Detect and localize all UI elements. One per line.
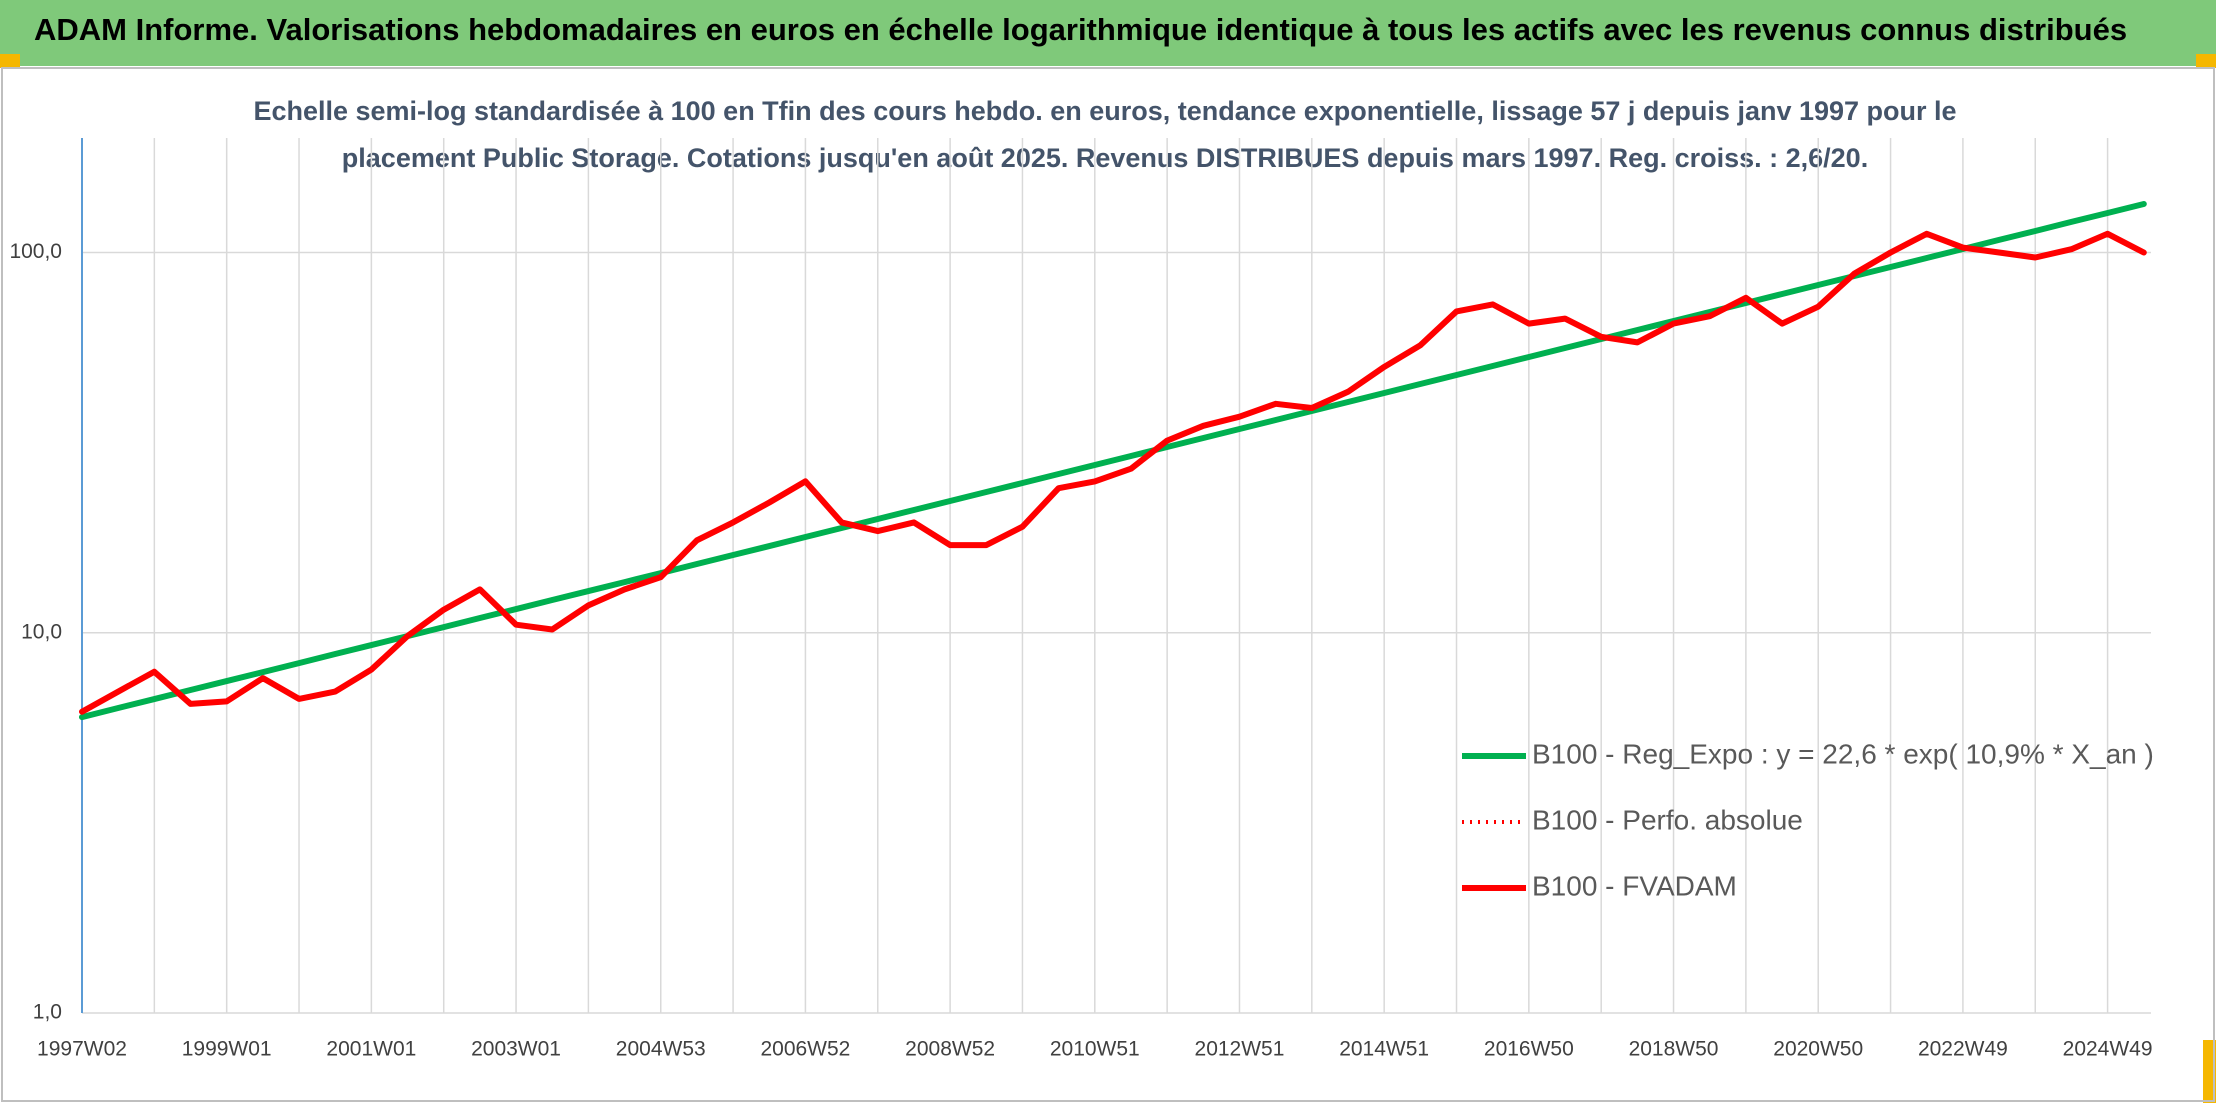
x-tick-label: 2001W01 (326, 1038, 416, 1061)
corner-mark (2203, 1040, 2216, 1103)
x-tick-label: 2020W50 (1773, 1038, 1863, 1061)
y-tick-label: 10,0 (21, 620, 62, 643)
x-tick-label: 2010W51 (1050, 1038, 1140, 1061)
legend-label: B100 - Perfo. absolue (1532, 804, 1803, 835)
chart-frame (1, 67, 2215, 1102)
x-tick-label: 2008W52 (905, 1038, 995, 1061)
corner-mark (0, 54, 20, 68)
corner-mark (2196, 54, 2216, 68)
y-tick-label: 100,0 (9, 240, 62, 263)
x-tick-label: 2004W53 (616, 1038, 706, 1061)
header-band (0, 0, 2216, 66)
chart-subtitle: placement Public Storage. Cotations jusq… (342, 143, 1868, 173)
series-line (79, 201, 2147, 721)
x-tick-label: 2022W49 (1918, 1038, 2008, 1061)
x-tick-label: 1997W02 (37, 1038, 127, 1061)
x-tick-label: 2012W51 (1195, 1038, 1285, 1061)
header-title: ADAM Informe. Valorisations hebdomadaire… (34, 12, 2127, 47)
x-tick-label: 1999W01 (182, 1038, 272, 1061)
x-tick-label: 2016W50 (1484, 1038, 1574, 1061)
x-tick-label: 2024W49 (2063, 1038, 2153, 1061)
series-line (79, 230, 2147, 715)
x-tick-label: 2014W51 (1339, 1038, 1429, 1061)
x-tick-label: 2006W52 (760, 1038, 850, 1061)
x-tick-label: 2018W50 (1629, 1038, 1719, 1061)
chart-subtitle: Echelle semi-log standardisée à 100 en T… (253, 96, 1956, 126)
legend-label: B100 - FVADAM (1532, 870, 1737, 901)
y-tick-label: 1,0 (33, 1001, 62, 1024)
x-tick-label: 2003W01 (471, 1038, 561, 1061)
legend-label: B100 - Reg_Expo : y = 22,6 * exp( 10,9% … (1532, 738, 2154, 769)
